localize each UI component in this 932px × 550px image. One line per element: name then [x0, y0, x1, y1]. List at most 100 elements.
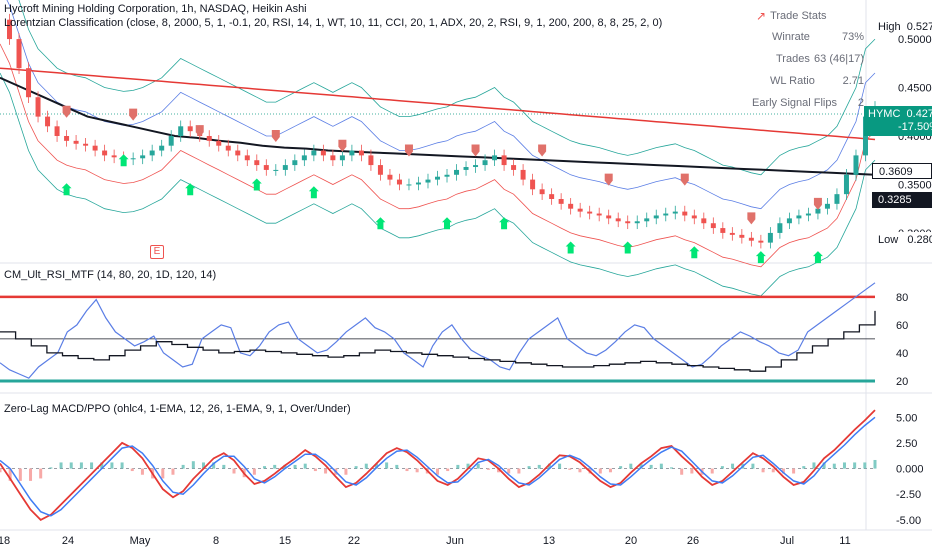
candle-body [358, 150, 364, 156]
macd-histogram-bar [537, 464, 541, 469]
candle-body [187, 126, 193, 132]
candle-body [140, 155, 146, 159]
macd-histogram-bar [140, 468, 144, 475]
macd-histogram-bar [649, 464, 653, 469]
candle-body [463, 167, 469, 170]
candle-body [102, 150, 108, 156]
macd-histogram-bar [385, 462, 389, 469]
candle-body [35, 97, 41, 117]
candle-body [435, 176, 440, 180]
low-label: Low [878, 234, 899, 246]
macd-histogram-bar [130, 468, 134, 472]
candle-body [625, 221, 631, 224]
high-tag: High 0.5270 [872, 19, 932, 35]
macd-histogram-bar [18, 468, 22, 481]
macd-histogram-bar [608, 468, 612, 473]
macd-histogram-bar [49, 467, 53, 469]
candle-body [653, 215, 659, 219]
macd-histogram-bar [547, 463, 551, 469]
candle-body [777, 223, 783, 233]
time-axis-label: 11 [839, 535, 850, 547]
rsi-pane-title: CM_Ult_RSI_MTF (14, 80, 20, 1D, 120, 14) [4, 269, 217, 281]
price-change: -17.50% [898, 121, 932, 133]
time-axis-label: 20 [625, 535, 637, 547]
sell-signal-marker [604, 173, 613, 186]
candle-body [568, 203, 574, 209]
macd-histogram-bar [619, 466, 623, 469]
candle-body [539, 189, 545, 195]
macd-histogram-bar [486, 468, 490, 470]
rsi-htf-step-line [0, 310, 876, 372]
time-axis-label: 15 [279, 535, 291, 547]
lower-inner-band [0, 43, 876, 268]
macd-histogram-bar [456, 464, 460, 469]
candle-body [45, 116, 51, 127]
macd-histogram-bar [364, 463, 368, 469]
trade-stats-panel: ↗ Trade Stats Winrate 73% Trades 63 (46|… [752, 6, 864, 114]
stat-label: Trades [776, 53, 810, 65]
earnings-marker[interactable]: E [150, 245, 164, 259]
macd-histogram-bar [517, 468, 521, 474]
macd-pane-title: Zero-Lag MACD/PPO (ohlc4, 1-EMA, 12, 26,… [4, 403, 351, 415]
buy-signal-marker [499, 217, 510, 230]
buy-signal-marker [118, 154, 129, 167]
symbol-price-tag: HYMC 0.4270 -17.50% [864, 106, 932, 136]
macd-histogram-bar [832, 463, 836, 469]
macd-histogram-bar [232, 468, 236, 474]
time-axis-label: 26 [687, 535, 699, 547]
rsi-axis-label: 20 [896, 376, 908, 388]
mid2-tag: 0.3285 [872, 192, 932, 208]
candle-body [159, 145, 165, 151]
macd-pane [0, 409, 877, 522]
macd-signal-line [0, 416, 876, 517]
macd-histogram-bar [598, 468, 602, 474]
rsi-pane [0, 282, 876, 383]
candle-body [511, 165, 517, 170]
macd-line [0, 409, 876, 522]
upper-outer-band [18, 0, 876, 176]
buy-signal-marker [251, 178, 262, 191]
candle-body [415, 182, 421, 185]
time-axis-label: 8 [213, 535, 219, 547]
price-axis-label: 0.4500 [898, 83, 932, 95]
candle-body [729, 232, 735, 235]
candle-body [691, 215, 697, 219]
macd-axis-label: -5.00 [896, 515, 921, 527]
buy-signal-marker [565, 241, 576, 254]
candle-body [672, 211, 678, 214]
red-trend-line [0, 67, 876, 141]
macd-histogram-bar [273, 464, 277, 469]
symbol-label: HYMC [868, 108, 901, 120]
candle-body [7, 19, 13, 40]
macd-histogram-bar [39, 468, 43, 479]
buy-signal-marker [689, 246, 700, 259]
candle-body [710, 223, 716, 229]
candle-body [530, 179, 536, 190]
candle-body [492, 155, 498, 161]
macd-histogram-bar [8, 468, 12, 481]
lower-outer-band [0, 72, 876, 297]
rsi-axis-label: 80 [896, 292, 908, 304]
macd-histogram-bar [395, 464, 399, 469]
candle-body [843, 174, 849, 195]
buy-signal-marker [375, 217, 386, 230]
sell-signal-marker [271, 130, 280, 142]
candle-body [387, 174, 393, 180]
black-kernel-line [0, 76, 876, 176]
time-axis-label: 18 [0, 535, 10, 547]
macd-histogram-bar [710, 468, 714, 474]
macd-histogram-bar [29, 468, 33, 481]
buy-signal-marker [812, 251, 823, 264]
candle-body [805, 213, 811, 216]
candle-body [587, 211, 593, 214]
macd-histogram-bar [344, 468, 348, 475]
macd-histogram-bar [90, 462, 94, 469]
candle-body [406, 184, 412, 186]
macd-histogram-bar [120, 462, 124, 469]
candle-body [320, 150, 326, 156]
price-axis-label: 0.3500 [898, 179, 932, 191]
macd-histogram-bar [171, 468, 175, 475]
macd-histogram-bar [446, 468, 450, 472]
